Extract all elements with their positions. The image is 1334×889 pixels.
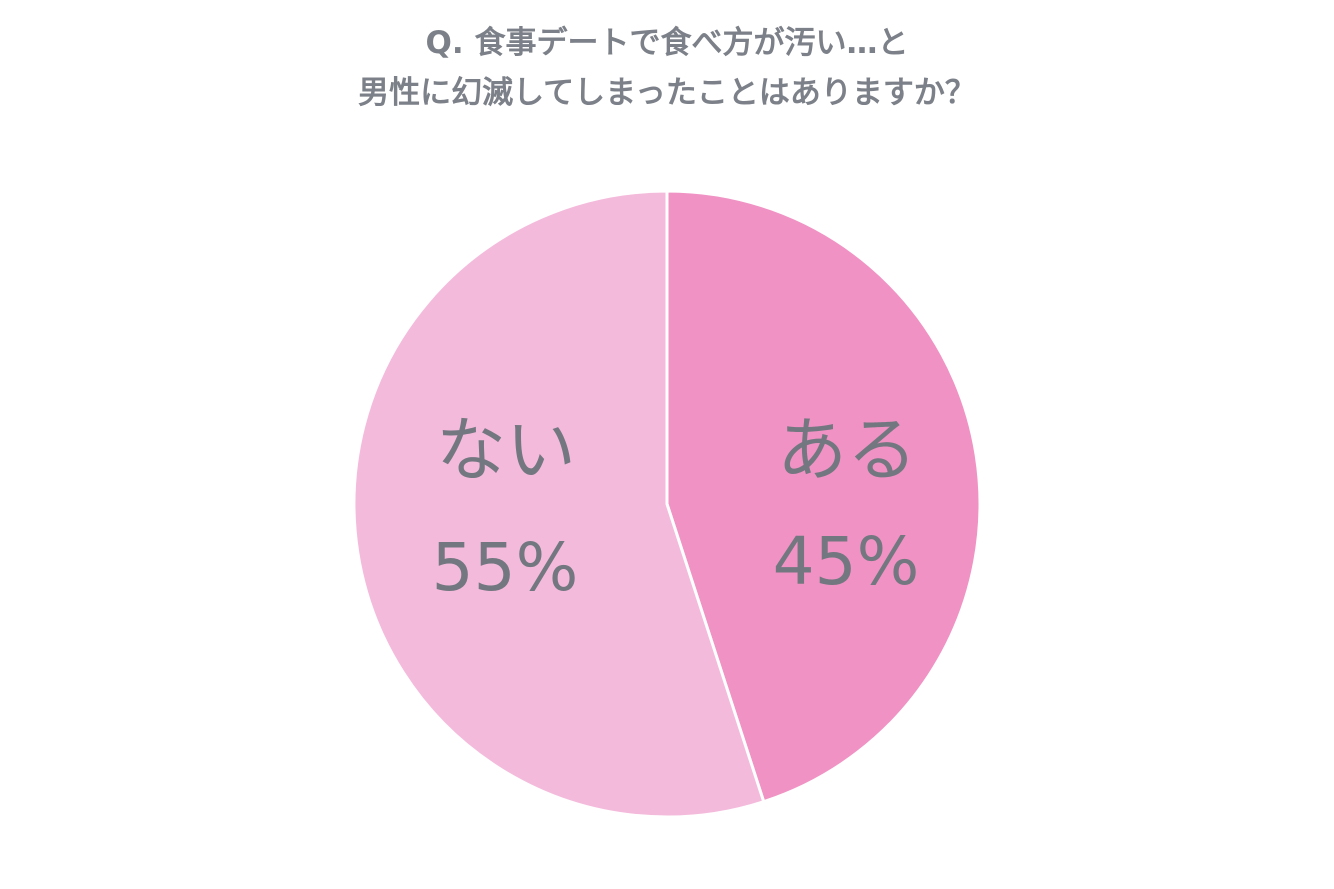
chart-title: Q. 食事デートで食べ方が汚い…と 男性に幻滅してしまったことはありますか？	[0, 18, 1334, 118]
pie-slices	[352, 189, 982, 819]
slice-value-nai: 55%	[432, 529, 579, 606]
pie-labels: ある 45% ない 55%	[432, 409, 920, 606]
slice-label-nai: ない	[436, 409, 576, 491]
chart-title-line-1: Q. 食事デートで食べ方が汚い…と	[425, 25, 909, 61]
pie-slice-0	[665, 189, 982, 804]
slice-value-aru: 45%	[773, 523, 920, 600]
chart-title-line-2: 男性に幻滅してしまったことはありますか？	[358, 75, 976, 111]
pie-slice-1	[352, 189, 766, 819]
slice-label-aru: ある	[777, 409, 917, 491]
